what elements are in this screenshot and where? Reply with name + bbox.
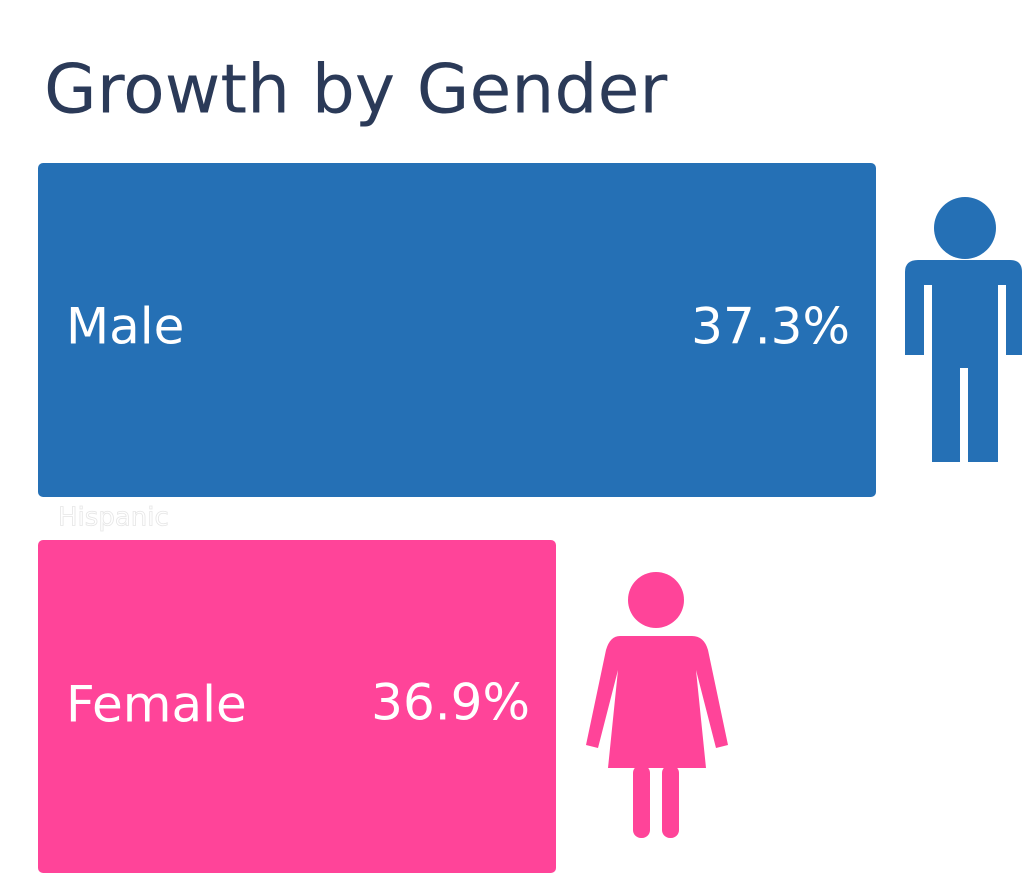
female-value: 36.9% — [371, 674, 530, 732]
male-label: Male — [66, 298, 184, 356]
female-bar — [38, 540, 556, 873]
title: Growth by Gender — [44, 51, 667, 130]
female-label: Female — [66, 676, 247, 734]
male-bar — [38, 163, 876, 497]
female-icon — [586, 572, 728, 838]
caption: Hispanic — [58, 503, 169, 533]
male-icon — [905, 197, 1022, 464]
male-value: 37.3% — [691, 298, 850, 356]
